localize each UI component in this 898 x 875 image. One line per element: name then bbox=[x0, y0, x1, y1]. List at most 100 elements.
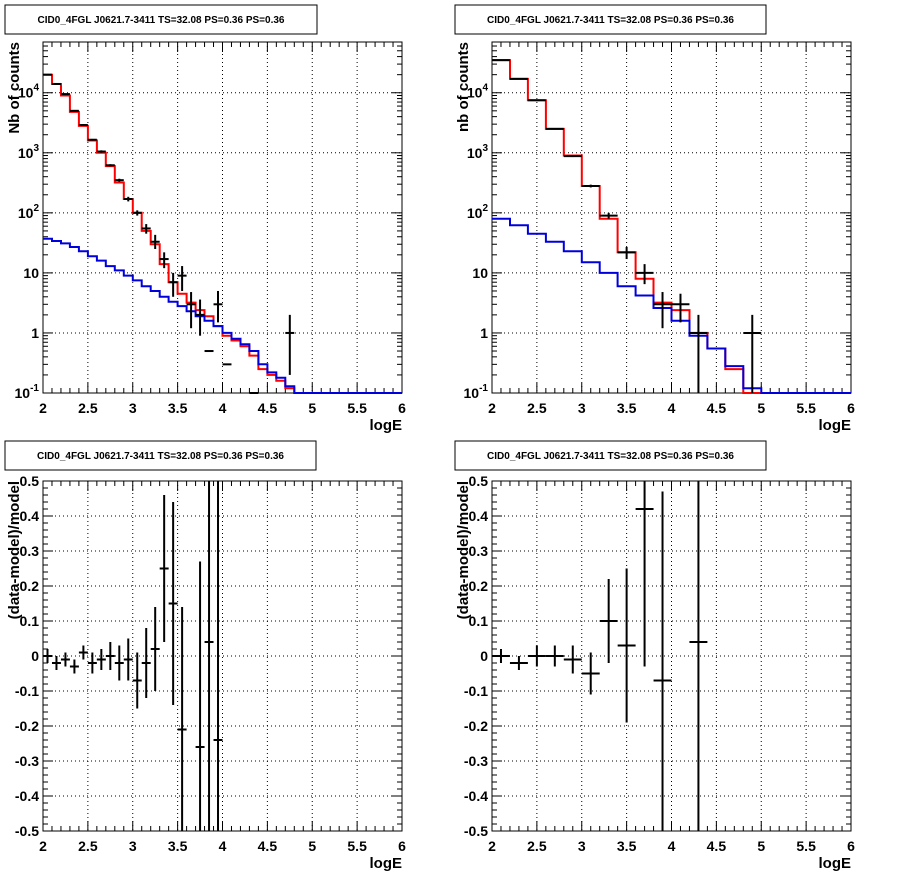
x-tick-label: 5 bbox=[308, 838, 316, 854]
residual-point bbox=[509, 656, 528, 670]
y-tick-label: 0.1 bbox=[20, 613, 40, 629]
data-point bbox=[123, 196, 133, 202]
chart-title: CID0_4FGL J0621.7-3411 TS=32.08 PS=0.36 … bbox=[487, 15, 734, 26]
x-tick-label: 4 bbox=[668, 400, 676, 416]
residual-point bbox=[599, 579, 618, 663]
title-box bbox=[4, 4, 318, 35]
residual-point bbox=[563, 645, 582, 674]
x-tick-label: 3.5 bbox=[617, 400, 637, 416]
data-point bbox=[222, 363, 232, 366]
x-tick-label: 4.5 bbox=[258, 838, 278, 854]
residual-point bbox=[689, 481, 708, 831]
data-point bbox=[87, 138, 97, 141]
residual-point bbox=[492, 649, 510, 663]
chart-pad-1: CID0_4FGL J0621.7-3411 TS=32.08 PS=0.36 … bbox=[4, 4, 406, 434]
residual-point bbox=[43, 649, 52, 663]
y-tick-label: 0 bbox=[480, 648, 488, 664]
data-point bbox=[743, 314, 762, 393]
residual-point bbox=[213, 481, 223, 831]
data-point bbox=[96, 150, 106, 153]
y-tick-label: 1 bbox=[480, 325, 488, 341]
chart-title: CID0_4FGL J0621.7-3411 TS=32.08 PS=0.36 … bbox=[487, 451, 734, 462]
y-tick-label: 10-1 bbox=[464, 383, 489, 401]
data-point bbox=[78, 124, 88, 127]
residual-point bbox=[635, 481, 654, 667]
residual-point bbox=[195, 561, 205, 831]
chart-pad-2: CID0_4FGL J0621.7-3411 TS=32.08 PS=0.36 … bbox=[454, 4, 855, 434]
residual-point bbox=[545, 645, 564, 667]
x-tick-label: 5 bbox=[757, 838, 765, 854]
x-tick-label: 3.5 bbox=[168, 838, 188, 854]
y-tick-label: 0.1 bbox=[469, 613, 489, 629]
y-tick-label: -0.3 bbox=[464, 753, 488, 769]
chart-title: CID0_4FGL J0621.7-3411 TS=32.08 PS=0.36 … bbox=[38, 15, 285, 26]
x-tick-label: 2 bbox=[39, 400, 47, 416]
x-tick-label: 6 bbox=[847, 400, 855, 416]
data-point bbox=[51, 82, 61, 85]
y-tick-label: 10-1 bbox=[15, 383, 40, 401]
y-axis-label: (data-model)/model bbox=[455, 481, 472, 619]
x-tick-label: 4 bbox=[219, 400, 227, 416]
residual-point bbox=[150, 607, 160, 691]
series-model-total-line bbox=[492, 59, 851, 394]
y-tick-label: 10 bbox=[472, 265, 488, 281]
y-tick-label: 0.5 bbox=[20, 473, 40, 489]
y-tick-label: 102 bbox=[467, 203, 489, 221]
x-tick-label: 3 bbox=[578, 400, 586, 416]
x-tick-label: 2.5 bbox=[527, 838, 547, 854]
x-tick-label: 6 bbox=[398, 400, 406, 416]
x-tick-label: 3 bbox=[129, 400, 137, 416]
x-tick-label: 2.5 bbox=[527, 400, 547, 416]
y-tick-label: -0.2 bbox=[15, 718, 39, 734]
y-tick-label: 0.3 bbox=[20, 543, 40, 559]
y-tick-label: -0.1 bbox=[15, 683, 39, 699]
y-tick-label: 0 bbox=[31, 648, 39, 664]
y-axis-label: nb of counts bbox=[455, 42, 472, 132]
y-tick-label: 103 bbox=[467, 143, 489, 161]
x-tick-label: 2 bbox=[39, 838, 47, 854]
series-model-background-line bbox=[43, 237, 402, 394]
residual-point bbox=[132, 652, 142, 709]
data-point bbox=[563, 155, 582, 158]
y-tick-label: 10 bbox=[23, 265, 39, 281]
x-tick-label: 3.5 bbox=[617, 838, 637, 854]
x-tick-label: 2 bbox=[488, 400, 496, 416]
data-point bbox=[168, 272, 178, 297]
residual-point bbox=[177, 607, 187, 831]
residual-point bbox=[204, 481, 214, 831]
residual-point bbox=[96, 649, 106, 670]
residual-point bbox=[141, 628, 151, 698]
x-tick-label: 3.5 bbox=[168, 400, 188, 416]
data-point bbox=[132, 210, 142, 216]
y-tick-label: -0.5 bbox=[15, 823, 39, 839]
data-point bbox=[114, 178, 124, 182]
chart-pad-4: CID0_4FGL J0621.7-3411 TS=32.08 PS=0.36 … bbox=[454, 440, 855, 872]
y-tick-label: -0.2 bbox=[464, 718, 488, 734]
x-tick-label: 4.5 bbox=[707, 838, 727, 854]
title-box bbox=[4, 440, 317, 471]
x-tick-label: 5 bbox=[757, 400, 765, 416]
data-point bbox=[204, 350, 214, 353]
x-tick-label: 5.5 bbox=[347, 838, 367, 854]
x-tick-label: 5.5 bbox=[347, 400, 367, 416]
y-tick-label: 1 bbox=[31, 325, 39, 341]
residual-point bbox=[653, 491, 672, 831]
y-tick-label: 103 bbox=[18, 143, 40, 161]
residual-point bbox=[581, 652, 600, 695]
y-tick-label: 104 bbox=[18, 83, 40, 101]
x-tick-label: 5.5 bbox=[796, 838, 816, 854]
title-box bbox=[454, 440, 767, 471]
y-tick-label: -0.3 bbox=[15, 753, 39, 769]
x-axis-label: logE bbox=[819, 855, 852, 872]
data-point bbox=[186, 292, 196, 329]
y-tick-label: -0.4 bbox=[464, 788, 488, 804]
x-tick-label: 2.5 bbox=[78, 838, 98, 854]
x-tick-label: 4.5 bbox=[258, 400, 278, 416]
residual-point bbox=[114, 645, 124, 681]
chart-title: CID0_4FGL J0621.7-3411 TS=32.08 PS=0.36 … bbox=[37, 451, 284, 462]
data-point bbox=[69, 109, 79, 112]
y-tick-label: 102 bbox=[18, 203, 40, 221]
y-axis-label: (data-model)/model bbox=[6, 481, 23, 619]
residual-point bbox=[51, 656, 61, 670]
